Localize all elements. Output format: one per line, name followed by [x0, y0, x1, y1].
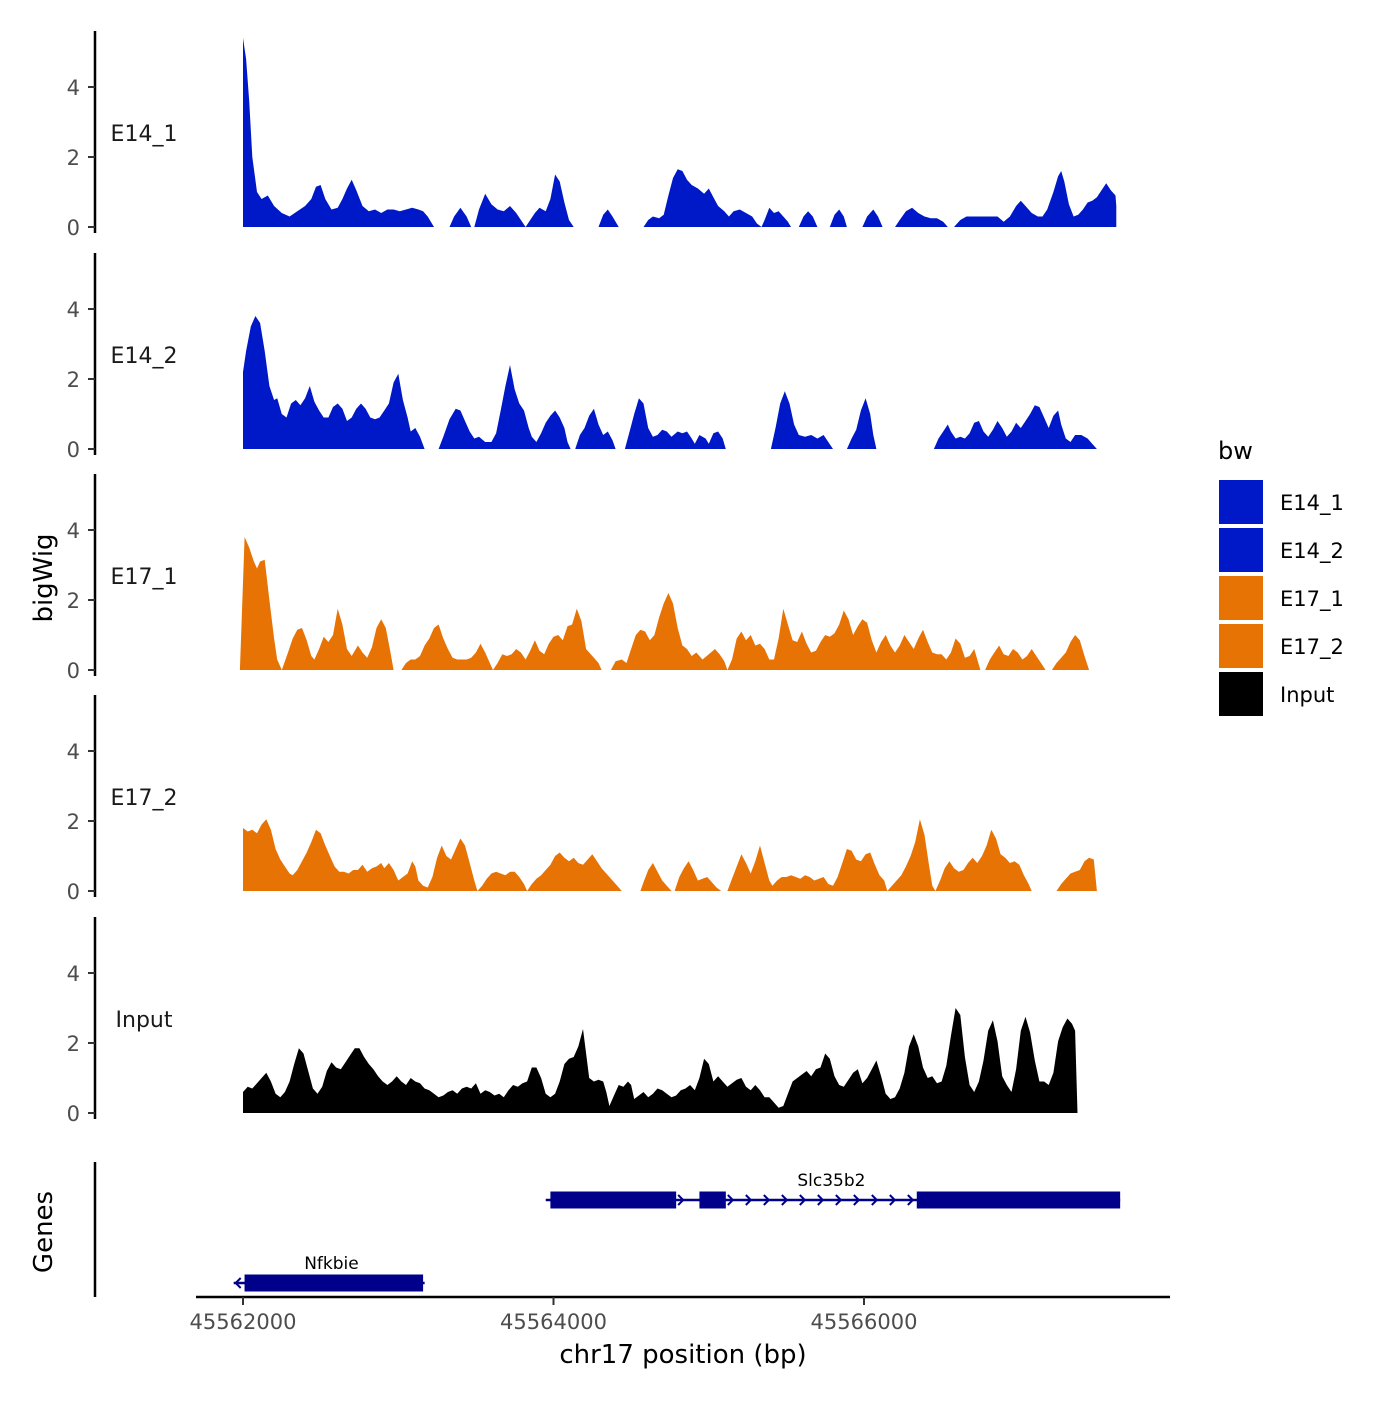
y-tick-label: 0: [67, 438, 80, 462]
strand-arrow-Slc35b2: [727, 1194, 735, 1206]
legend-swatch-E14_1: [1219, 480, 1263, 524]
strand-arrow-Slc35b2: [799, 1194, 807, 1206]
strand-arrow-Nfkbie: [234, 1277, 242, 1289]
track-label-E17_1: E17_1: [111, 565, 178, 590]
gene-label-Nfkbie: Nfkbie: [304, 1254, 359, 1274]
strand-arrow-Slc35b2: [763, 1194, 771, 1206]
y-tick-label: 4: [67, 962, 80, 986]
strand-arrow-Slc35b2: [817, 1194, 825, 1206]
plot-area: 4 2 0 E14_1 4 2 0 E14_2 4 2 0 E17_1 4 2 0 E17_2 4 2 0 Input…: [67, 31, 1170, 1334]
legend-title: bw: [1218, 437, 1253, 465]
x-axis-title: chr17 position (bp): [559, 1340, 806, 1370]
legend-label-E14_1: E14_1: [1280, 491, 1344, 516]
gene-label-Slc35b2: Slc35b2: [797, 1171, 865, 1191]
y-tick-label: 4: [67, 519, 80, 543]
legend-label-E14_2: E14_2: [1280, 539, 1344, 564]
x-tick-label: 45564000: [500, 1310, 607, 1334]
y-tick-label: 2: [67, 146, 80, 170]
y-tick-label: 0: [67, 880, 80, 904]
strand-arrow-Slc35b2: [781, 1194, 789, 1206]
y-tick-label: 4: [67, 76, 80, 100]
track-label-E14_2: E14_2: [111, 344, 178, 369]
legend-label-Input: Input: [1280, 683, 1334, 707]
legend-label-E17_2: E17_2: [1280, 635, 1344, 660]
area-Input: [243, 1008, 1078, 1113]
strand-arrow-Slc35b2: [853, 1194, 861, 1206]
y-tick-label: 0: [67, 1102, 80, 1126]
gene-exon-Nfkbie-0: [244, 1274, 424, 1292]
y-axis-title: bigWig: [29, 533, 59, 622]
legend-label-E17_1: E17_1: [1280, 587, 1344, 612]
area-E14_2: [243, 316, 1097, 449]
strand-arrow-Slc35b2: [835, 1194, 843, 1206]
y-tick-label: 0: [67, 659, 80, 683]
track-label-E14_1: E14_1: [111, 122, 178, 147]
gene-exon-Slc35b2-2: [916, 1191, 1121, 1209]
area-E14_1: [243, 38, 1117, 227]
strand-arrow-Slc35b2: [907, 1194, 915, 1206]
legend: bw E14_1 E14_2 E17_1 E17_2 Input: [1218, 437, 1344, 716]
strand-arrow-Slc35b2: [871, 1194, 879, 1206]
y-tick-label: 4: [67, 298, 80, 322]
track-label-Input: Input: [116, 1008, 173, 1033]
legend-swatch-E17_1: [1219, 576, 1263, 620]
x-tick-label: 45562000: [190, 1310, 297, 1334]
area-E17_1: [239, 537, 1090, 670]
track-label-E17_2: E17_2: [111, 786, 178, 811]
gene-exon-Slc35b2-1: [699, 1191, 726, 1209]
y-tick-label: 0: [67, 216, 80, 240]
strand-arrow-Slc35b2: [677, 1194, 685, 1206]
x-tick-label: 45566000: [811, 1310, 918, 1334]
area-E17_2: [243, 819, 1097, 891]
y-tick-label: 2: [67, 368, 80, 392]
gene-exon-Slc35b2-0: [550, 1191, 677, 1209]
y-tick-label: 2: [67, 810, 80, 834]
legend-swatch-E17_2: [1219, 624, 1263, 668]
y-tick-label: 2: [67, 1032, 80, 1056]
y-tick-label: 2: [67, 589, 80, 613]
genes-axis-title: Genes: [29, 1191, 59, 1273]
strand-arrow-Slc35b2: [889, 1194, 897, 1206]
legend-swatch-Input: [1219, 672, 1263, 716]
y-tick-label: 4: [67, 740, 80, 764]
strand-arrow-Slc35b2: [745, 1194, 753, 1206]
legend-swatch-E14_2: [1219, 528, 1263, 572]
